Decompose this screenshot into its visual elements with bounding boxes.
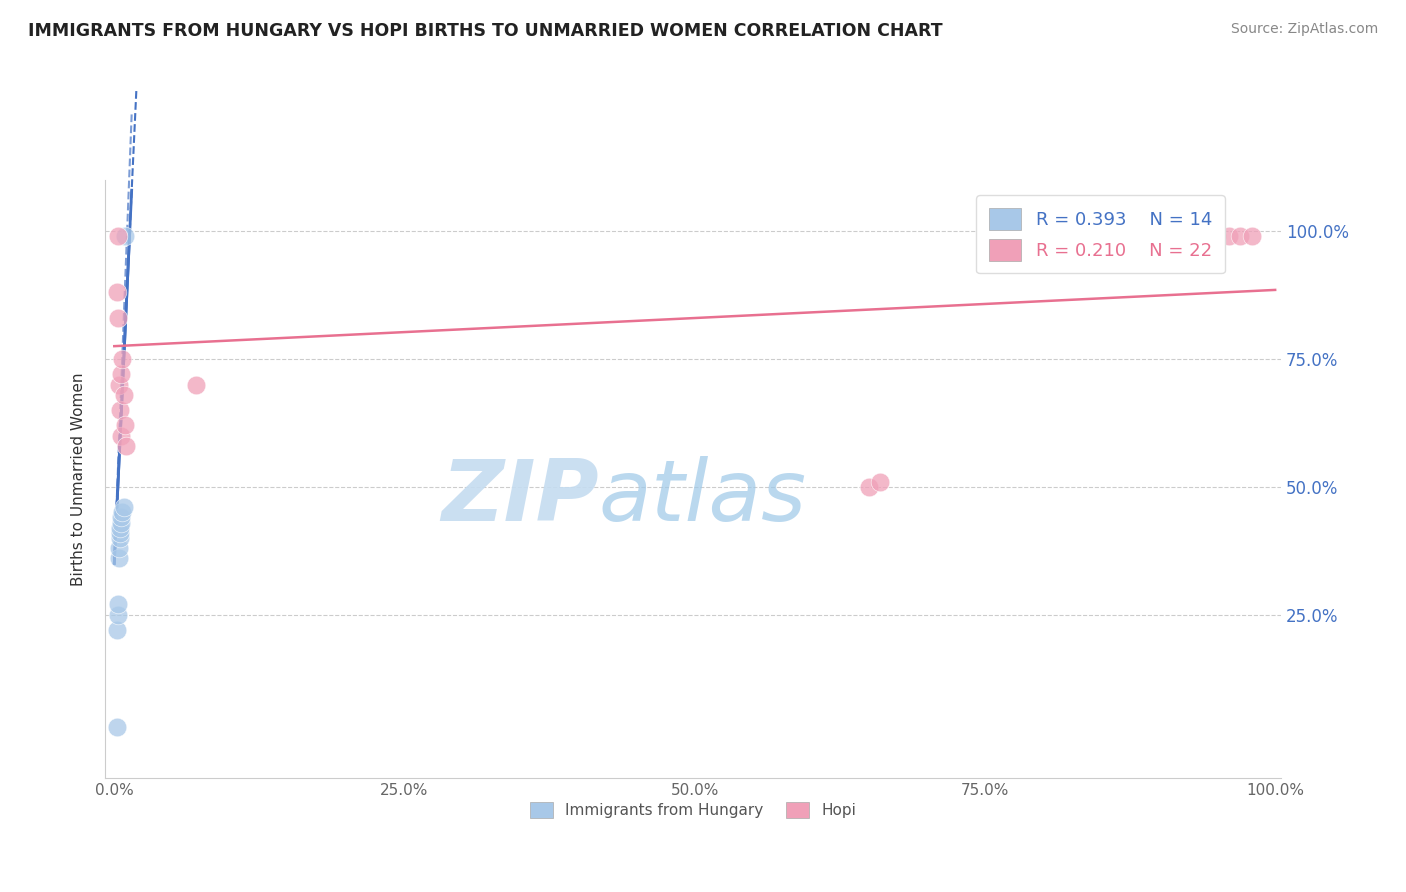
Text: Source: ZipAtlas.com: Source: ZipAtlas.com [1230,22,1378,37]
Point [111,505,134,519]
Point [1194,229,1216,244]
Point [112,388,135,402]
Point [1240,229,1263,244]
Point [110,368,132,382]
Point [110,510,132,524]
Legend: Immigrants from Hungary, Hopi: Immigrants from Hungary, Hopi [523,797,862,824]
Point [105,720,128,734]
Point [1147,229,1170,244]
Point [1160,229,1182,244]
Point [107,607,129,622]
Point [112,500,135,515]
Y-axis label: Births to Unmarried Women: Births to Unmarried Women [72,372,86,586]
Point [107,311,129,326]
Point [107,229,129,244]
Point [108,403,131,417]
Point [110,516,132,530]
Point [110,428,132,442]
Point [114,418,136,433]
Point [108,521,131,535]
Point [869,475,891,489]
Point [108,541,131,555]
Point [115,439,138,453]
Point [105,285,128,300]
Point [108,531,131,545]
Point [108,377,131,392]
Text: atlas: atlas [599,456,807,539]
Text: ZIP: ZIP [441,456,599,539]
Text: IMMIGRANTS FROM HUNGARY VS HOPI BIRTHS TO UNMARRIED WOMEN CORRELATION CHART: IMMIGRANTS FROM HUNGARY VS HOPI BIRTHS T… [28,22,943,40]
Point [1218,229,1240,244]
Point [114,229,136,244]
Point [108,525,131,540]
Point [108,551,131,566]
Point [184,377,207,392]
Point [107,598,129,612]
Point [858,480,880,494]
Point [1206,229,1229,244]
Point [105,623,128,637]
Point [1229,229,1251,244]
Point [1171,229,1194,244]
Point [111,351,134,366]
